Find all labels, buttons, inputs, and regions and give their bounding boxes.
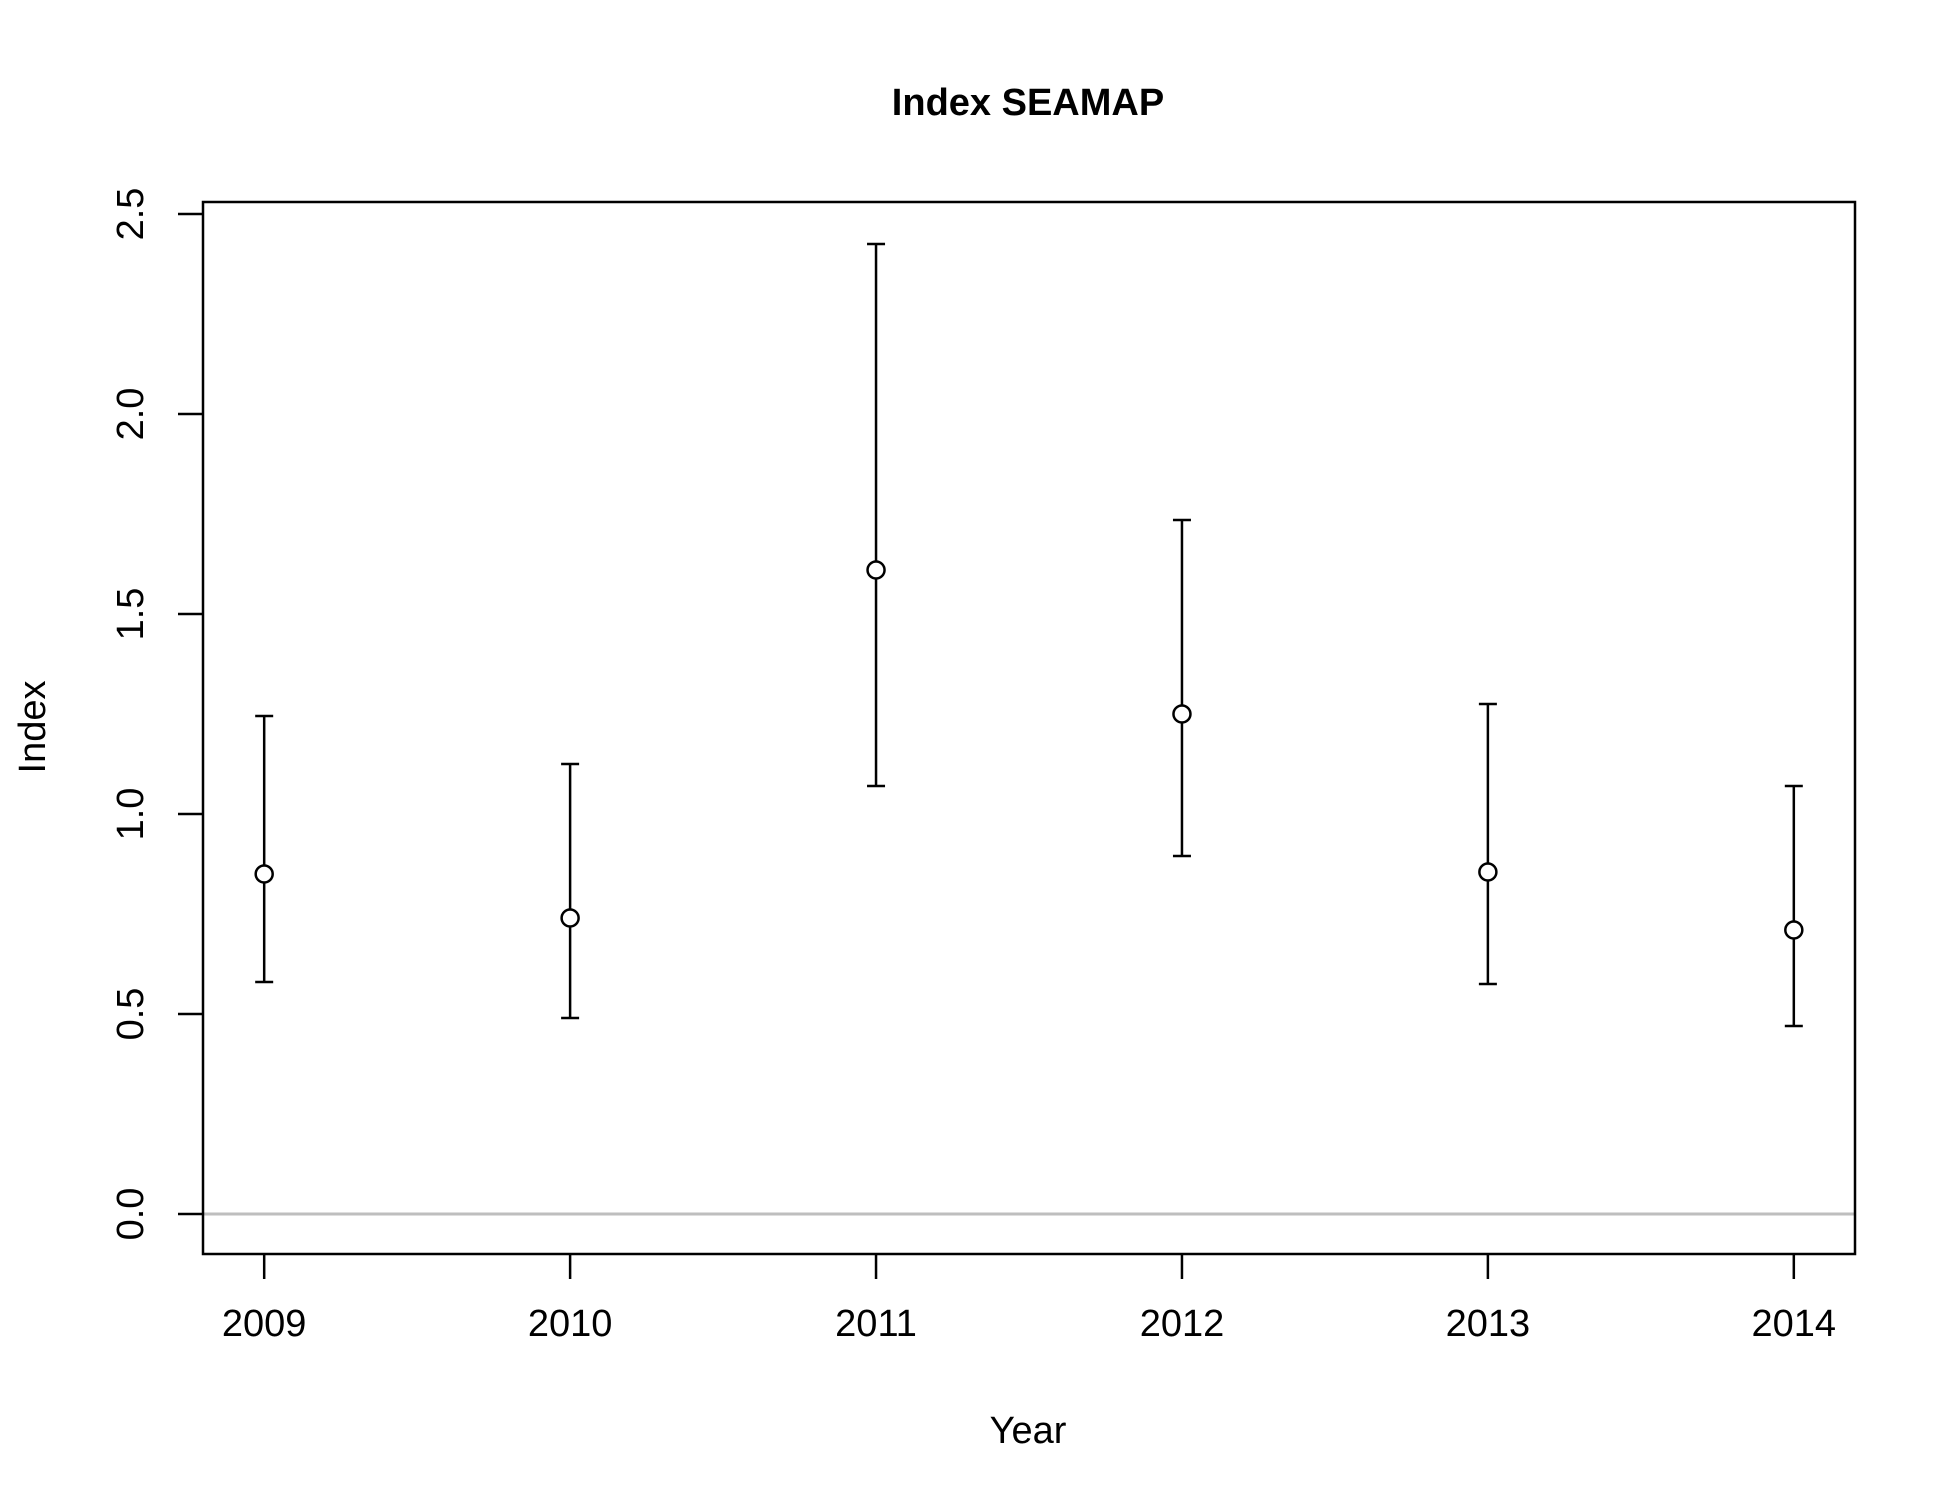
x-axis-label: Year (990, 1410, 1067, 1452)
y-tick-label-2.5: 2.5 (110, 188, 152, 241)
y-tick-label-0.5: 0.5 (110, 988, 152, 1041)
data-point-2013 (1478, 862, 1498, 882)
plot-frame (201, 200, 1857, 1256)
x-tick-label-2011: 2011 (835, 1303, 917, 1345)
data-point-2010 (560, 908, 580, 928)
axes-layer: 2009 2010 2011 2012 2013 2014 0.0 0.5 1.0 1.5 2.0 2… (110, 188, 1857, 1345)
x-tick-label-2014: 2014 (1752, 1303, 1837, 1345)
x-tick-label-2013: 2013 (1446, 1303, 1531, 1345)
data-point-2012 (1172, 704, 1192, 724)
y-tick-label-2.0: 2.0 (110, 388, 152, 441)
x-tick-label-2010: 2010 (528, 1303, 613, 1345)
y-tick-label-0.0: 0.0 (110, 1188, 152, 1241)
data-point-2014 (1784, 920, 1804, 940)
chart-title: Index SEAMAP (892, 82, 1164, 124)
data-point-2011 (866, 560, 886, 580)
y-tick-label-1.5: 1.5 (110, 588, 152, 641)
x-tick-label-2012: 2012 (1140, 1303, 1225, 1345)
y-axis-label: Index (12, 681, 54, 774)
data-point-2009 (254, 864, 274, 884)
x-tick-label-2009: 2009 (222, 1303, 307, 1345)
data-marks-layer (254, 242, 1804, 1028)
y-tick-label-1.0: 1.0 (110, 788, 152, 841)
